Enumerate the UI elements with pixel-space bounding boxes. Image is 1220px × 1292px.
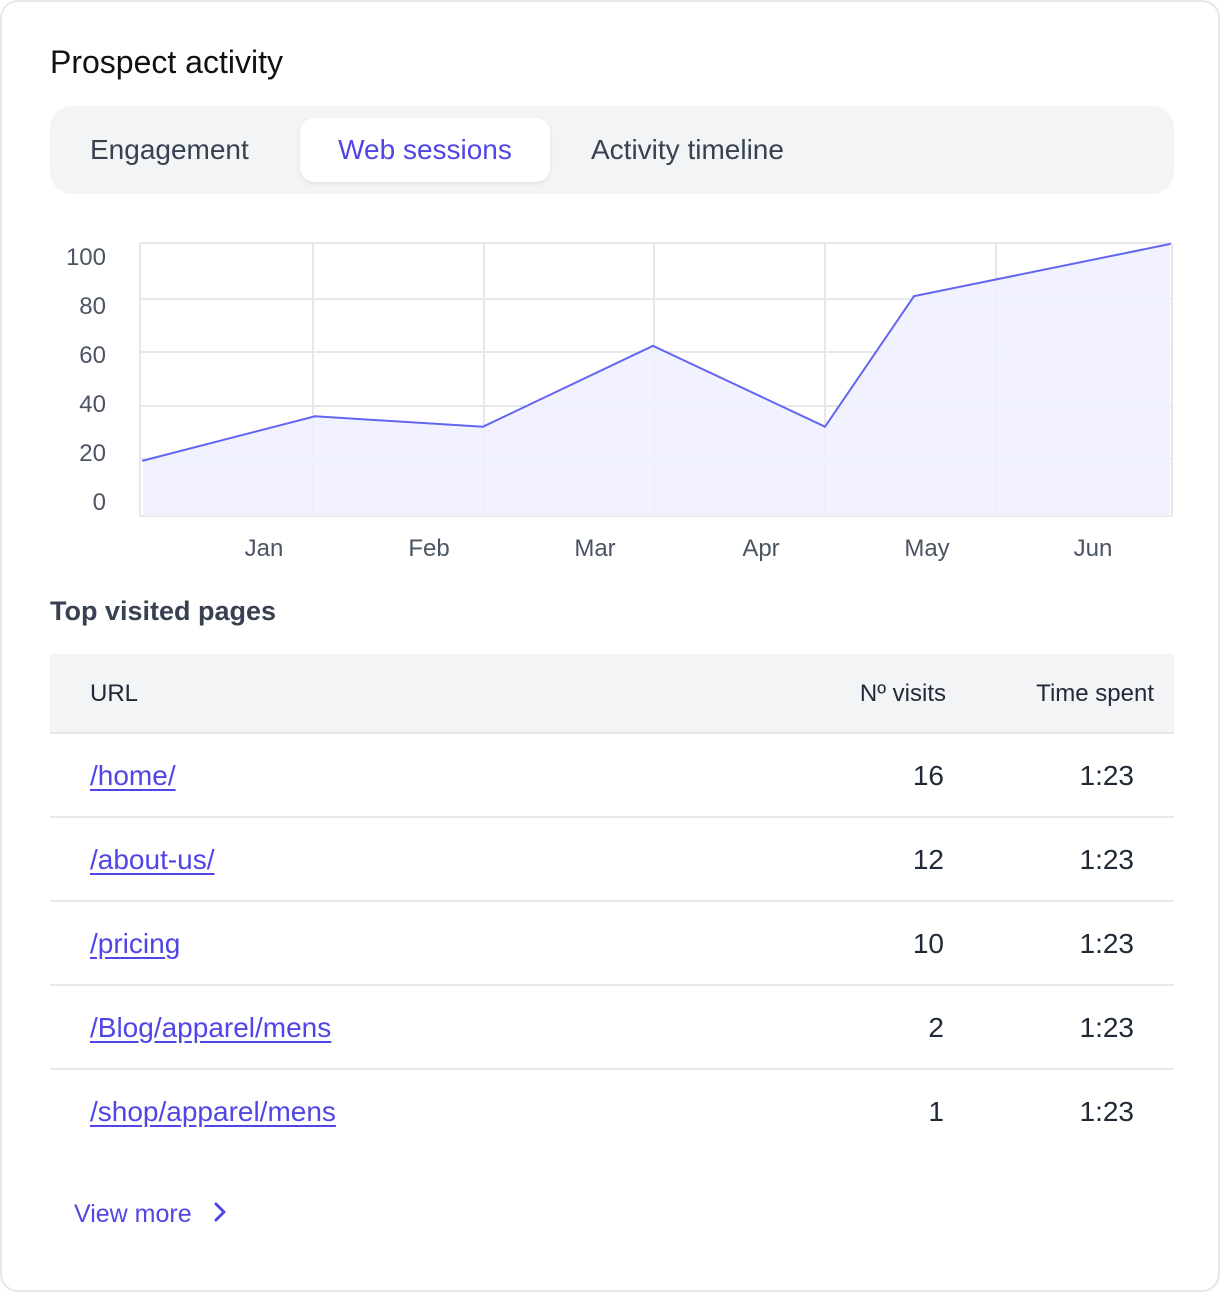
x-tick-label: Jan <box>245 535 284 562</box>
card-title: Prospect activity <box>50 44 283 80</box>
y-tick-label: 40 <box>79 391 106 418</box>
visits-count: 10 <box>912 928 944 959</box>
time-spent: 1:23 <box>1079 928 1135 959</box>
data-point <box>482 425 484 428</box>
tab-web-sessions[interactable]: Web sessions <box>300 118 550 182</box>
x-tick-label: Mar <box>574 535 615 562</box>
y-tick-label: 100 <box>66 244 106 271</box>
visits-count: 12 <box>912 844 944 875</box>
time-spent: 1:23 <box>1079 1096 1135 1127</box>
page-url-link[interactable]: /shop/apparel/mens <box>90 1096 336 1127</box>
data-point <box>142 459 144 462</box>
column-header-visits: Nº visits <box>859 680 946 707</box>
table-row: /shop/apparel/mens 1 1:23 <box>50 1070 1174 1154</box>
page-url-link[interactable]: /home/ <box>90 760 176 791</box>
x-tick-label: Feb <box>408 535 449 562</box>
visits-count: 16 <box>912 760 944 791</box>
page-url-link[interactable]: /pricing <box>90 928 181 959</box>
time-spent: 1:23 <box>1079 760 1135 791</box>
table-row: /home/ 16 1:23 <box>50 734 1174 818</box>
web-sessions-chart: 0 20 40 60 80 100 Jan Feb Mar Apr May Jun <box>66 242 1173 562</box>
time-spent: 1:23 <box>1079 844 1135 875</box>
data-point <box>913 295 915 298</box>
top-pages-table: URL Nº visits Time spent /home/ 16 1:23 … <box>50 654 1174 1154</box>
y-tick-label: 0 <box>93 489 106 516</box>
data-point <box>652 344 654 347</box>
series-area-fill <box>143 244 1170 516</box>
data-point <box>314 415 316 418</box>
page-url-link[interactable]: /about-us/ <box>90 844 215 875</box>
tab-engagement[interactable]: Engagement <box>90 134 249 165</box>
table-header: URL Nº visits Time spent <box>50 654 1174 734</box>
page-url-link[interactable]: /Blog/apparel/mens <box>90 1012 332 1043</box>
visits-count: 1 <box>928 1096 944 1127</box>
data-point <box>824 425 826 428</box>
x-tick-label: Apr <box>742 535 779 562</box>
tab-activity-timeline[interactable]: Activity timeline <box>591 134 784 165</box>
column-header-time-spent: Time spent <box>1036 680 1154 707</box>
y-tick-label: 20 <box>79 440 106 467</box>
view-more-label: View more <box>74 1200 192 1228</box>
top-visited-pages-title: Top visited pages <box>50 596 277 626</box>
x-tick-label: May <box>904 535 949 562</box>
time-spent: 1:23 <box>1079 1012 1135 1043</box>
view-more-link[interactable]: View more <box>74 1196 227 1232</box>
y-tick-label: 60 <box>79 342 106 369</box>
tab-bar: Engagement Web sessions Activity timelin… <box>50 106 1174 194</box>
x-tick-label: Jun <box>1074 535 1113 562</box>
table-row: /Blog/apparel/mens 2 1:23 <box>50 986 1174 1070</box>
visits-count: 2 <box>928 1012 944 1043</box>
data-point <box>1169 243 1171 245</box>
table-row: /about-us/ 12 1:23 <box>50 818 1174 902</box>
column-header-url: URL <box>90 680 139 707</box>
table-row: /pricing 10 1:23 <box>50 902 1174 986</box>
chevron-right-icon <box>213 1197 227 1233</box>
y-tick-label: 80 <box>79 293 106 320</box>
